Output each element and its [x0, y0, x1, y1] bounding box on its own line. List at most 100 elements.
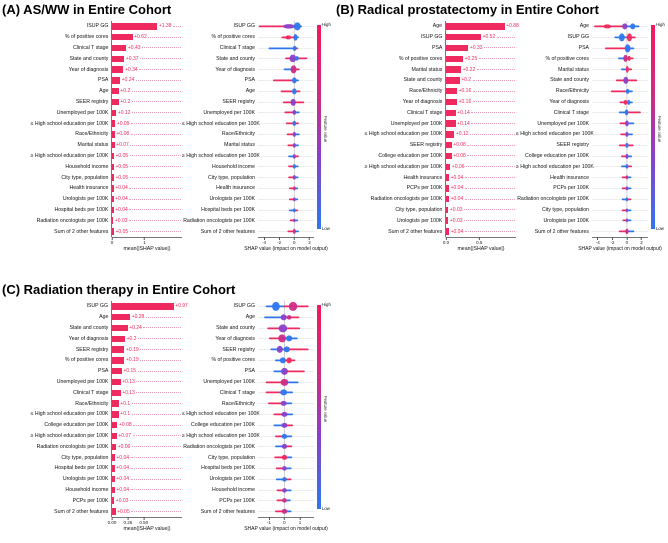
- beeswarm-violin: [258, 419, 314, 431]
- feature-label: Year of diagnosis: [402, 98, 443, 105]
- axis-tick: -4: [596, 237, 600, 245]
- bar-plot: +0.04: [111, 462, 182, 474]
- bar-row: Race/Ethnicity +0.16: [336, 85, 516, 97]
- feature-label: Age: [99, 88, 109, 95]
- feature-label: Sum of 2 other features: [54, 228, 109, 235]
- bar-row: State and county +0.37: [2, 53, 182, 65]
- bar-plot: +0.04: [111, 182, 182, 194]
- leader-line: [133, 424, 181, 426]
- feature-label: ≤ High school education per 100K: [30, 411, 109, 418]
- leader-line: [172, 25, 181, 27]
- feature-label: Sum of 2 other features: [388, 228, 443, 235]
- beeswarm-violin: [258, 53, 314, 65]
- beeswarm-violin: [258, 452, 314, 463]
- feature-label: Health insurance: [69, 185, 109, 192]
- feature-label: Urologists per 100K: [543, 217, 589, 224]
- bar-plot: +0.2: [111, 85, 182, 97]
- bar-plot: +0.04: [111, 193, 182, 205]
- tick-mark: [127, 517, 129, 520]
- beeswarm-row: College education per 100K: [516, 150, 666, 162]
- beeswarm-row: % of positive cores: [182, 31, 332, 43]
- tick-mark: [111, 517, 113, 520]
- beeswarm-x-axis: -4 -2 0 2: [258, 236, 314, 246]
- bar-chart: ISUP GG +1.38% of positive cores +0.62 Clin…: [2, 21, 182, 252]
- feature-label: Household income: [212, 163, 255, 170]
- bar-row: Hospital beds per 100K +0.04: [2, 462, 182, 474]
- bar-row: Age +0.2: [2, 85, 182, 97]
- bar: [446, 217, 449, 224]
- beeswarm-row: Race/Ethnicity: [182, 128, 332, 140]
- feature-label: Clinical T stage: [73, 389, 109, 396]
- bar: [112, 195, 114, 203]
- beeswarm-row: Hospital beds per 100K: [182, 462, 332, 474]
- colorbar: High Low Feature value: [314, 301, 332, 517]
- beeswarm-row: Unemployed per 100K: [516, 118, 666, 129]
- leader-line: [129, 220, 181, 222]
- bar: [446, 44, 469, 52]
- bar-plot: +0.25: [445, 53, 516, 65]
- bar-row: Clinical T stage +0.43: [2, 42, 182, 54]
- panel-charts: ISUP GG +0.97 Age +0.28 State and county +0.2…: [2, 301, 332, 532]
- leader-line: [131, 90, 181, 92]
- bar: [446, 66, 462, 73]
- beeswarm-violin: [258, 161, 314, 173]
- axis-tick-label: 0.5: [476, 239, 483, 245]
- bar-row: SEER registry +0.08: [336, 139, 516, 151]
- bar: [112, 152, 114, 160]
- bar-plot: +0.62: [111, 31, 182, 43]
- bar-row: ≥ High school education per 100K +0.06: [336, 161, 516, 173]
- beeswarm-row: Year of diagnosis: [516, 96, 666, 108]
- feature-label: Marital status: [224, 142, 255, 149]
- bar-plot: +0.04: [111, 473, 182, 485]
- bar-plot: +0.28: [111, 311, 182, 323]
- leader-line: [148, 36, 181, 38]
- tick-mark: [641, 237, 642, 240]
- bar: [112, 174, 114, 181]
- axis-tick-label: -1: [266, 519, 271, 525]
- beeswarm-row: PSA: [516, 42, 666, 54]
- leader-line: [140, 58, 181, 60]
- bar-row: PSA +0.33: [336, 42, 516, 54]
- bar-row: City type, population +0.03: [336, 204, 516, 216]
- bar-plot: +0.04: [111, 204, 182, 216]
- bar-chart: ISUP GG +0.97 Age +0.28 State and county +0.2…: [2, 301, 188, 532]
- beeswarm-row: SEER registry: [516, 139, 666, 151]
- colorbar-title: Feature value: [323, 395, 328, 423]
- bar: [446, 174, 450, 181]
- bar: [112, 400, 119, 407]
- leader-line: [472, 90, 515, 92]
- bar-plot: +0.13: [111, 387, 182, 399]
- feature-label: Year of diagnosis: [68, 66, 109, 73]
- bar-row: ≥ High school education per 100K +0.05: [2, 150, 182, 162]
- bar-row: Urologists per 100K +0.04: [2, 473, 182, 485]
- beeswarm-violin: [258, 311, 314, 323]
- feature-label: PCPs per 100K: [406, 185, 443, 192]
- leader-line: [484, 47, 515, 49]
- feature-label: ISUP GG: [567, 34, 589, 41]
- beeswarm-violin: [258, 430, 314, 442]
- bar-plot: +0.16: [445, 96, 516, 108]
- beeswarm-row: Age: [182, 85, 332, 97]
- bar-plot: +0.52: [445, 31, 516, 43]
- bar-plot: +0.08: [445, 150, 516, 162]
- bar-row: City type, population +0.04: [2, 452, 182, 463]
- feature-label: SEER registry: [75, 346, 109, 353]
- leader-line: [464, 198, 515, 200]
- bar-plot: +0.04: [445, 182, 516, 194]
- bar-plot: +0.04: [111, 452, 182, 463]
- bar-value: +0.06: [451, 163, 465, 170]
- feature-label: Radiation oncologists per 100K: [370, 196, 443, 203]
- bar-value: +0.19: [125, 357, 139, 364]
- bar-row: ISUP GG +1.38: [2, 21, 182, 32]
- bar-value: +0.62: [134, 34, 147, 41]
- feature-label: Race/Ethnicity: [75, 400, 109, 407]
- feature-label: Radiation oncologists per 100K: [183, 217, 255, 224]
- tick-mark: [144, 237, 145, 240]
- leader-line: [131, 112, 181, 114]
- feature-label: Urologists per 100K: [209, 196, 255, 203]
- axis-tick: 1: [143, 237, 146, 245]
- bar-value: +0.2: [461, 77, 472, 84]
- bar-row: Age +0.88: [336, 21, 519, 32]
- bar-rows: ISUP GG +1.38% of positive cores +0.62 Clin…: [2, 21, 182, 237]
- beeswarm-violin: [258, 354, 314, 366]
